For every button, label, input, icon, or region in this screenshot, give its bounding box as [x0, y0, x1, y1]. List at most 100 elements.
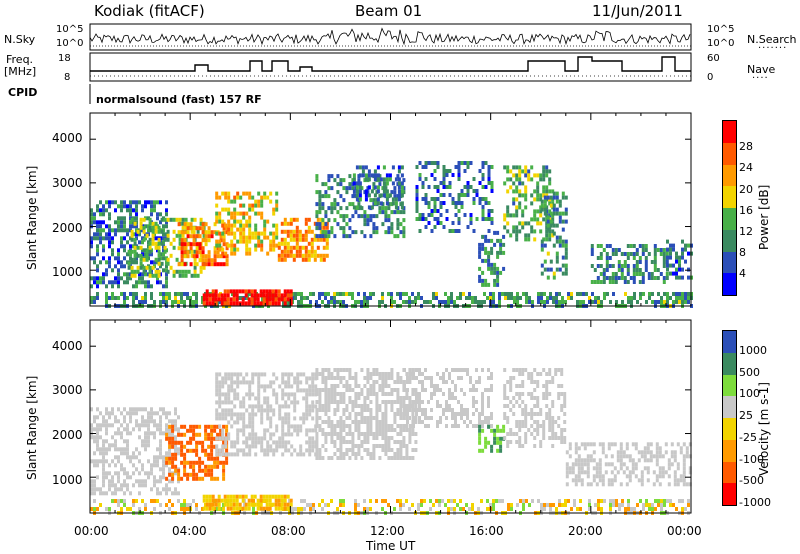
heatmap-cell: [165, 463, 168, 468]
heatmap-cell: [360, 230, 364, 235]
heatmap-cell: [364, 193, 368, 198]
heatmap-cell: [257, 384, 261, 389]
heatmap-cell: [180, 507, 183, 511]
heatmap-cell: [484, 420, 487, 424]
heatmap-cell: [384, 376, 388, 380]
heatmap-cell: [629, 252, 633, 256]
heatmap-cell: [233, 243, 237, 248]
heatmap-cell: [512, 189, 516, 194]
heatmap-cell: [539, 444, 543, 448]
heatmap-cell: [369, 412, 373, 416]
heatmap-cell: [168, 444, 172, 449]
heatmap-cell: [619, 466, 623, 471]
heatmap-cell: [102, 483, 105, 488]
heatmap-cell: [596, 264, 600, 268]
heatmap-cell: [560, 384, 564, 388]
heatmap-cell: [120, 499, 123, 503]
heatmap-cell: [512, 412, 516, 416]
heatmap-cell: [156, 447, 159, 452]
heatmap-cell: [396, 424, 400, 428]
heatmap-cell: [333, 384, 337, 388]
heatmap-cell: [215, 408, 219, 413]
heatmap-cell: [287, 432, 291, 437]
heatmap-cell: [263, 227, 267, 232]
heatmap-cell: [221, 416, 225, 421]
heatmap-cell: [502, 266, 506, 271]
heatmap-cell: [284, 420, 288, 425]
heatmap-cell: [360, 444, 364, 448]
heatmap-cell: [254, 231, 258, 236]
heatmap-cell: [372, 456, 376, 460]
heatmap-cell: [598, 462, 602, 467]
heatmap-cell: [195, 452, 199, 457]
heatmap-cell: [396, 380, 400, 384]
heatmap-cell: [324, 432, 328, 436]
heatmap-cell: [548, 372, 552, 376]
heatmap-cell: [213, 460, 217, 465]
heatmap-cell: [327, 503, 330, 507]
heatmap-cell: [536, 217, 540, 222]
heatmap-cell: [169, 253, 173, 258]
heatmap-cell: [518, 440, 522, 444]
heatmap-cell: [216, 460, 220, 465]
heatmap-cell: [156, 499, 159, 503]
heatmap-cell: [506, 404, 510, 408]
heatmap-cell: [150, 200, 153, 205]
heatmap-cell: [357, 436, 361, 440]
heatmap-cell: [403, 388, 406, 392]
heatmap-cell: [154, 245, 158, 250]
heatmap-cell: [130, 273, 134, 278]
heatmap-cell: [605, 276, 609, 280]
heatmap-cell: [515, 165, 519, 170]
heatmap-cell: [484, 238, 488, 243]
heatmap-cell: [632, 268, 636, 272]
heatmap-cell: [321, 499, 324, 503]
heatmap-cell: [132, 220, 135, 225]
heatmap-cell: [198, 476, 202, 481]
heatmap-cell: [542, 185, 546, 190]
heatmap-cell: [487, 169, 491, 173]
heatmap-cell: [442, 177, 446, 181]
heatmap-cell: [318, 448, 322, 452]
heatmap-cell: [315, 300, 318, 304]
heatmap-cell: [195, 503, 198, 507]
heatmap-cell: [218, 211, 222, 216]
heatmap-cell: [463, 420, 466, 424]
heatmap-cell: [638, 260, 642, 264]
heatmap-cell: [286, 494, 290, 499]
heatmap-cell: [348, 376, 352, 380]
heatmap-cell: [300, 300, 303, 304]
heatmap-cell: [397, 169, 401, 174]
heatmap-cell: [123, 300, 126, 304]
heatmap-cell: [533, 229, 537, 234]
heatmap-cell: [486, 507, 489, 511]
heatmap-cell: [387, 376, 391, 380]
heatmap-cell: [339, 456, 343, 460]
heatmap-cell: [564, 499, 567, 503]
heatmap-cell: [378, 210, 382, 215]
heatmap-cell: [469, 213, 473, 217]
heatmap-cell: [557, 416, 561, 420]
heatmap-cell: [165, 451, 168, 456]
heatmap-cell: [363, 222, 367, 227]
heatmap-cell: [496, 274, 500, 279]
heatmap-cell: [236, 227, 240, 232]
heatmap-cell: [283, 506, 287, 511]
heatmap-cell: [527, 177, 531, 182]
heatmap-cell: [321, 202, 325, 207]
heatmap-cell: [678, 259, 681, 264]
heatmap-cell: [545, 384, 549, 388]
heatmap-cell: [466, 412, 469, 416]
heatmap-cell: [293, 400, 297, 405]
heatmap-cell: [189, 222, 193, 227]
heatmap-cell: [412, 420, 415, 424]
heatmap-cell: [542, 392, 546, 396]
heatmap-cell: [230, 251, 234, 256]
heatmap-cell: [399, 432, 403, 436]
heatmap-cell: [139, 221, 143, 226]
heatmap-cell: [503, 217, 507, 222]
heatmap-cell: [171, 440, 175, 445]
heatmap-cell: [393, 452, 397, 456]
heatmap-cell: [304, 221, 308, 226]
heatmap-cell: [536, 424, 540, 428]
